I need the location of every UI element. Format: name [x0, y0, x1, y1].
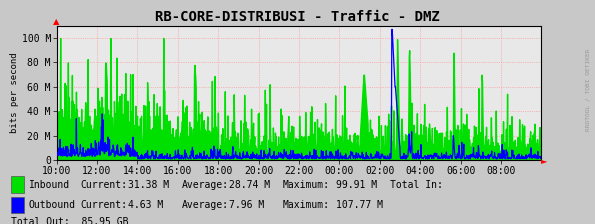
Y-axis label: bits per second: bits per second — [10, 53, 19, 133]
Text: Outbound: Outbound — [29, 200, 76, 210]
Text: RB-CORE-DISTRIBUSI - Traffic - DMZ: RB-CORE-DISTRIBUSI - Traffic - DMZ — [155, 10, 440, 24]
Text: Current:: Current: — [80, 200, 127, 210]
Text: Average:: Average: — [181, 180, 228, 190]
Text: ►: ► — [541, 156, 548, 165]
Text: Average:: Average: — [181, 200, 228, 210]
Text: 31.38 M: 31.38 M — [128, 180, 169, 190]
Text: Maximum:: Maximum: — [283, 180, 330, 190]
Text: RRDTOOL / TOBI OETIKER: RRDTOOL / TOBI OETIKER — [585, 48, 590, 131]
Text: Current:: Current: — [80, 180, 127, 190]
Text: 4.63 M: 4.63 M — [128, 200, 163, 210]
Text: ▲: ▲ — [54, 17, 60, 26]
Text: Total Out:  85.95 GB: Total Out: 85.95 GB — [11, 217, 128, 224]
Text: Maximum:: Maximum: — [283, 200, 330, 210]
Text: 7.96 M: 7.96 M — [229, 200, 264, 210]
Text: Total In:: Total In: — [390, 180, 443, 190]
Text: 107.77 M: 107.77 M — [336, 200, 383, 210]
Text: Inbound: Inbound — [29, 180, 70, 190]
Text: 28.74 M: 28.74 M — [229, 180, 270, 190]
Text: 99.91 M: 99.91 M — [336, 180, 377, 190]
